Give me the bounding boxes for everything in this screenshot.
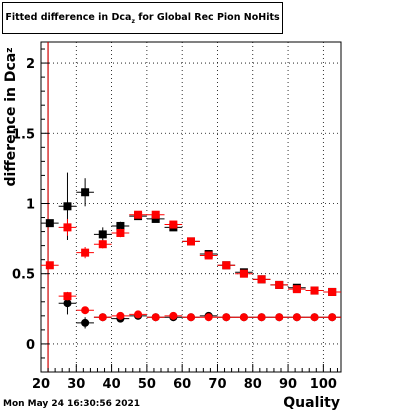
data-point-square	[81, 248, 90, 257]
y-tick-label: 0	[26, 338, 35, 353]
data-point-circle	[63, 299, 72, 308]
y-axis-label-subscript: z	[5, 47, 15, 53]
data-point-square	[151, 214, 160, 223]
x-tick-label: 70	[208, 377, 226, 392]
x-tick-label: 80	[244, 377, 262, 392]
x-tick-label: 50	[138, 377, 156, 392]
y-axis-label-wrap: difference in Dcaz	[1, 42, 21, 192]
data-point-circle	[187, 313, 195, 322]
data-point-square	[116, 221, 125, 230]
y-axis-label: difference in Dcaz	[3, 48, 19, 187]
x-tick-label: 40	[103, 377, 121, 392]
x-tick-label: 100	[310, 377, 337, 392]
x-tick-label: 30	[67, 377, 85, 392]
data-point-square	[116, 228, 125, 237]
data-point-square	[239, 269, 248, 278]
data-point-circle	[328, 313, 337, 322]
chart-title-subscript: z	[131, 18, 135, 25]
data-point-circle	[134, 310, 143, 319]
chart-title-prefix: Fitted difference in Dca	[5, 12, 132, 23]
data-point-square	[63, 223, 72, 232]
data-point-square	[45, 219, 54, 228]
data-point-square	[204, 251, 213, 260]
x-tick-label: 20	[32, 377, 50, 392]
data-point-square	[169, 220, 178, 229]
data-point-circle	[222, 313, 231, 322]
data-point-square	[310, 286, 319, 295]
x-axis-label: Quality	[283, 395, 340, 411]
data-point-square	[63, 292, 72, 301]
data-point-square	[187, 237, 195, 246]
data-point-circle	[98, 313, 107, 322]
data-point-circle	[81, 318, 90, 327]
data-point-square	[81, 188, 90, 197]
y-axis-label-main: difference in Dca	[3, 52, 19, 187]
data-point-square	[45, 261, 54, 270]
y-tick-label: 2	[26, 57, 35, 72]
data-point-square	[98, 230, 107, 239]
data-point-square	[151, 210, 160, 219]
chart-title-suffix: for Global Rec Pion NoHits	[134, 12, 280, 23]
data-point-square	[98, 240, 107, 249]
data-point-circle	[275, 313, 284, 322]
footer-date: Mon May 24 16:30:56 2021	[3, 399, 141, 409]
data-point-square	[275, 280, 284, 289]
data-point-square	[63, 202, 72, 211]
data-point-circle	[310, 313, 319, 322]
y-tick-label: 1	[26, 197, 35, 212]
data-point-square	[328, 287, 337, 296]
data-point-circle	[169, 311, 178, 320]
y-tick-label: 0.5	[12, 268, 35, 283]
data-point-square	[222, 261, 231, 270]
chart-title-box: Fitted difference in Dcaz for Global Rec…	[2, 2, 283, 34]
data-point-circle	[239, 313, 248, 322]
chart-title: Fitted difference in Dcaz for Global Rec…	[3, 12, 282, 25]
x-tick-label: 60	[173, 377, 191, 392]
y-tick-label: 1.5	[12, 127, 35, 142]
data-point-square	[134, 210, 143, 219]
data-point-circle	[257, 313, 266, 322]
data-point-circle	[151, 313, 160, 322]
x-tick-label: 90	[279, 377, 297, 392]
data-point-circle	[81, 306, 90, 315]
data-point-circle	[292, 313, 301, 322]
data-point-circle	[116, 311, 125, 320]
data-point-circle	[204, 313, 213, 322]
data-point-square	[257, 275, 266, 284]
data-point-square	[292, 285, 301, 294]
